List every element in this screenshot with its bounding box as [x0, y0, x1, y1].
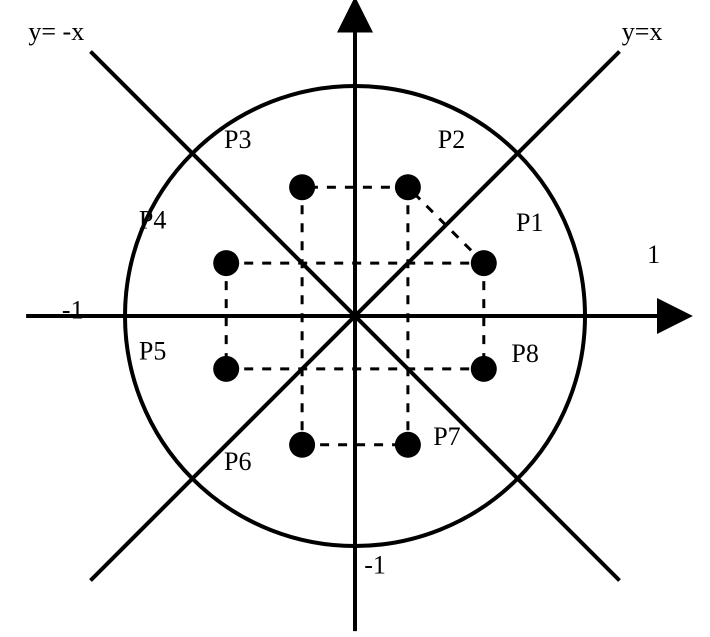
label-y-equals-x: y=x: [622, 17, 663, 46]
point-p2: [395, 174, 421, 200]
point-p7: [395, 432, 421, 458]
label-p1: P1: [516, 208, 543, 237]
label-p6: P6: [224, 447, 251, 476]
point-p8: [471, 356, 497, 382]
label-p2: P2: [438, 125, 465, 154]
label-p5: P5: [139, 337, 166, 366]
label-p3: P3: [224, 125, 251, 154]
label-p8: P8: [511, 339, 538, 368]
label-p4: P4: [139, 206, 166, 235]
label-neg-1-y: -1: [364, 551, 386, 580]
point-p4: [213, 250, 239, 276]
label-pos-1-x: 1: [647, 240, 660, 269]
label-y-equals-neg-x: y= -x: [28, 17, 84, 46]
label-neg-1-x: -1: [62, 295, 84, 324]
point-p6: [289, 432, 315, 458]
point-p5: [213, 356, 239, 382]
symmetry-diagram: y=x y= -x 1 -1 -1 P1 P2 P3 P4 P5 P6 P7 P8: [0, 0, 710, 637]
point-p1: [471, 250, 497, 276]
point-p3: [289, 174, 315, 200]
label-p7: P7: [433, 422, 460, 451]
